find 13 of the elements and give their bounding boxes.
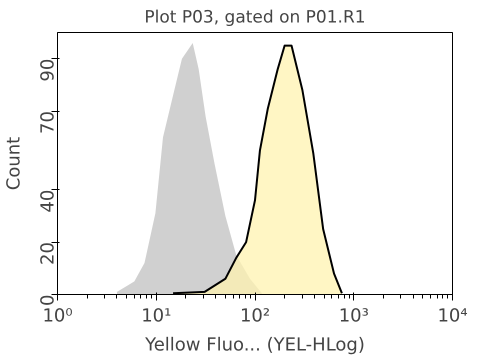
y-tick-label: 40 (38, 190, 58, 213)
y-tick-label: 90 (38, 58, 58, 82)
chart-title: Plot P03, gated on P01.R1 (144, 8, 366, 28)
x-axis-title: Yellow Fluo... (YEL-HLog) (144, 334, 365, 356)
y-axis-title: Count (4, 136, 24, 190)
y-tick-label: 20 (38, 242, 58, 266)
y-tick-label: 70 (38, 111, 58, 134)
y-tick-label: 0 (38, 294, 58, 306)
x-tick-label: 10¹ (141, 306, 172, 326)
x-tick-label: 10² (240, 306, 270, 326)
x-tick-label: 10³ (338, 306, 369, 326)
x-tick-label: 10⁰ (42, 306, 73, 326)
x-tick-label: 10⁴ (437, 306, 468, 326)
